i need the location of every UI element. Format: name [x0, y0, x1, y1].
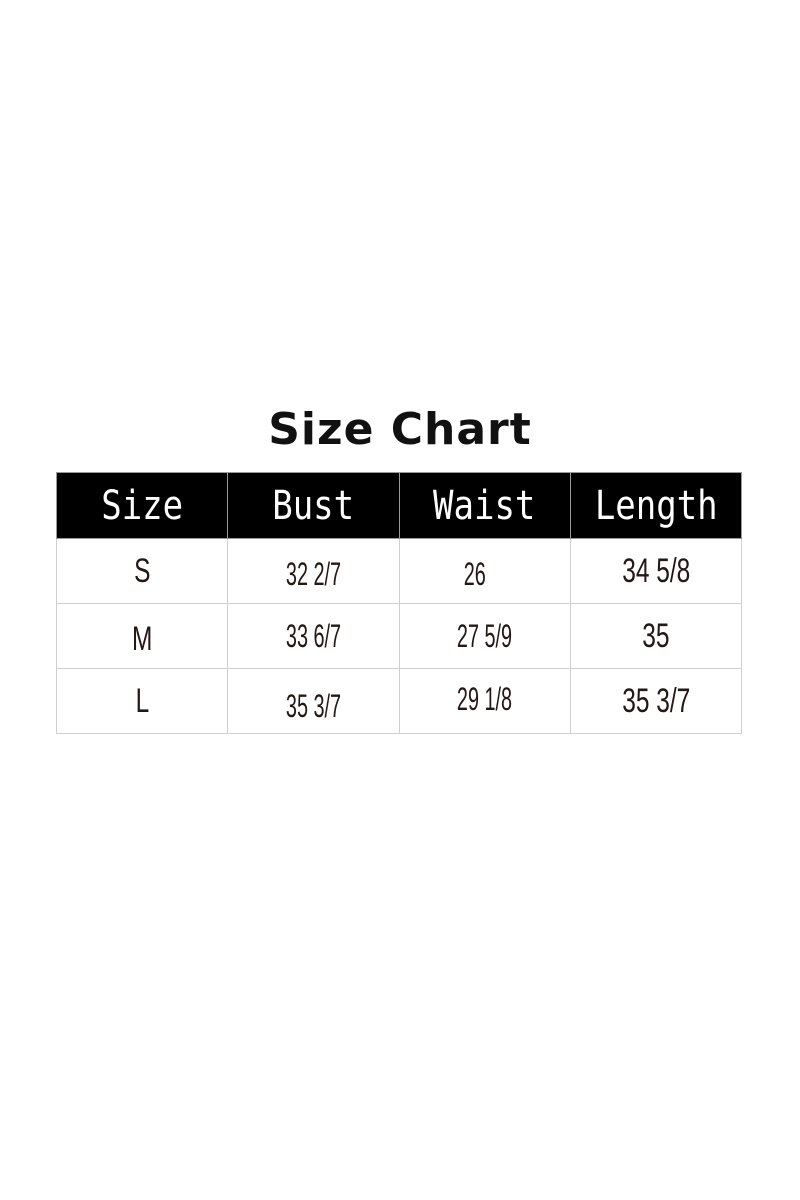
cell-waist: 27 5/9	[398, 603, 571, 669]
cell-text: 35	[642, 616, 670, 655]
cell-text: 34 5/8	[621, 551, 690, 590]
header-waist: Waist	[398, 472, 571, 539]
header-label: Waist	[433, 482, 536, 529]
size-chart-table: Size Bust Waist Length S 32 2/7 26 34 5/…	[55, 472, 743, 734]
cell-text: 35 3/7	[285, 687, 341, 724]
cell-text: 32 2/7	[285, 555, 341, 592]
cell-text: 29 1/8	[457, 680, 513, 717]
header-size: Size	[55, 472, 229, 539]
cell-length: 34 5/8	[569, 538, 743, 604]
header-row: Size Bust Waist Length	[55, 472, 743, 539]
cell-length: 35	[569, 603, 743, 669]
cell-bust: 32 2/7	[227, 538, 400, 604]
cell-waist: 26	[398, 538, 571, 604]
table-row: M 33 6/7 27 5/9 35	[55, 603, 743, 669]
cell-length: 35 3/7	[569, 668, 743, 734]
cell-size: S	[55, 538, 229, 604]
header-label: Size	[101, 482, 184, 529]
cell-text: L	[135, 681, 149, 720]
cell-text: 35 3/7	[621, 681, 690, 720]
header-bust: Bust	[227, 472, 400, 539]
cell-bust: 35 3/7	[227, 668, 400, 734]
header-label: Bust	[272, 482, 355, 529]
cell-text: S	[133, 551, 151, 590]
cell-bust: 33 6/7	[227, 603, 400, 669]
cell-size: M	[55, 603, 229, 669]
table-row: L 35 3/7 29 1/8 35 3/7	[55, 668, 743, 734]
cell-text: 27 5/9	[457, 617, 513, 654]
page-title: Size Chart	[268, 404, 532, 455]
header-label: Length	[594, 482, 718, 529]
table-row: S 32 2/7 26 34 5/8	[55, 538, 743, 604]
cell-waist: 29 1/8	[398, 668, 571, 734]
header-length: Length	[569, 472, 743, 539]
cell-text: 26	[463, 555, 486, 592]
cell-size: L	[55, 668, 229, 734]
cell-text: M	[131, 619, 153, 658]
cell-text: 33 6/7	[285, 617, 341, 654]
